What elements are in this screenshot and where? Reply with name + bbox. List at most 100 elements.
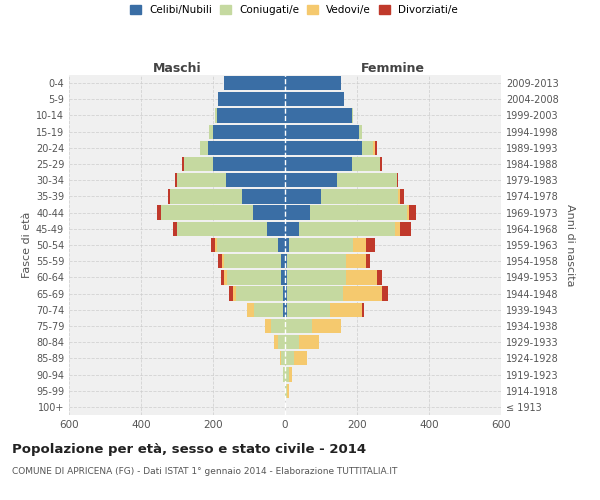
Bar — [409, 206, 416, 220]
Bar — [287, 286, 343, 300]
Bar — [278, 238, 285, 252]
Bar — [177, 173, 226, 188]
Bar — [289, 238, 353, 252]
Bar — [375, 140, 377, 155]
Bar — [359, 124, 362, 139]
Bar — [222, 254, 224, 268]
Bar — [337, 173, 397, 188]
Bar — [285, 76, 341, 90]
Bar — [312, 319, 341, 333]
Text: Maschi: Maschi — [152, 62, 202, 75]
Bar — [224, 254, 281, 268]
Bar — [283, 368, 285, 382]
Bar — [265, 319, 271, 333]
Bar — [366, 238, 375, 252]
Bar — [400, 222, 411, 236]
Bar — [285, 254, 287, 268]
Text: Popolazione per età, sesso e stato civile - 2014: Popolazione per età, sesso e stato civil… — [12, 442, 366, 456]
Bar — [285, 173, 337, 188]
Y-axis label: Fasce di età: Fasce di età — [22, 212, 32, 278]
Bar — [208, 140, 285, 155]
Bar — [285, 92, 344, 106]
Bar — [200, 140, 208, 155]
Bar — [289, 368, 292, 382]
Bar — [366, 254, 370, 268]
Bar — [352, 108, 353, 122]
Bar — [285, 108, 352, 122]
Bar — [362, 302, 364, 317]
Bar — [213, 124, 285, 139]
Bar — [285, 319, 312, 333]
Legend: Celibi/Nubili, Coniugati/e, Vedovi/e, Divorziati/e: Celibi/Nubili, Coniugati/e, Vedovi/e, Di… — [130, 5, 458, 15]
Bar — [407, 206, 409, 220]
Bar — [281, 254, 285, 268]
Bar — [274, 335, 278, 349]
Bar — [211, 238, 215, 252]
Bar — [352, 157, 380, 171]
Bar — [330, 302, 362, 317]
Bar — [285, 190, 321, 203]
Bar — [209, 124, 213, 139]
Bar — [285, 335, 299, 349]
Bar — [218, 92, 285, 106]
Bar — [157, 206, 161, 220]
Bar — [397, 173, 398, 188]
Bar — [253, 206, 285, 220]
Bar — [294, 351, 307, 366]
Bar — [213, 157, 285, 171]
Bar — [227, 270, 281, 284]
Bar — [224, 76, 285, 90]
Bar — [242, 190, 285, 203]
Bar — [278, 335, 285, 349]
Bar — [221, 270, 224, 284]
Bar — [233, 286, 236, 300]
Bar — [343, 286, 382, 300]
Bar — [285, 286, 287, 300]
Bar — [229, 286, 233, 300]
Bar — [287, 254, 346, 268]
Bar — [287, 270, 346, 284]
Bar — [287, 302, 330, 317]
Bar — [280, 351, 281, 366]
Bar — [224, 270, 227, 284]
Bar — [373, 140, 375, 155]
Bar — [271, 319, 285, 333]
Bar — [285, 140, 362, 155]
Bar — [285, 222, 299, 236]
Bar — [362, 140, 373, 155]
Bar — [395, 222, 400, 236]
Bar — [177, 222, 267, 236]
Bar — [217, 108, 285, 122]
Bar — [285, 368, 289, 382]
Bar — [215, 108, 217, 122]
Text: Femmine: Femmine — [361, 62, 425, 75]
Bar — [182, 157, 184, 171]
Bar — [285, 302, 287, 317]
Bar — [285, 206, 310, 220]
Bar — [346, 270, 377, 284]
Bar — [346, 254, 366, 268]
Bar — [299, 222, 395, 236]
Bar — [285, 124, 359, 139]
Bar — [236, 286, 283, 300]
Bar — [217, 238, 278, 252]
Bar — [353, 238, 366, 252]
Bar — [267, 222, 285, 236]
Bar — [168, 190, 170, 203]
Bar — [398, 190, 400, 203]
Bar — [285, 270, 287, 284]
Bar — [285, 351, 294, 366]
Text: COMUNE DI APRICENA (FG) - Dati ISTAT 1° gennaio 2014 - Elaborazione TUTTITALIA.I: COMUNE DI APRICENA (FG) - Dati ISTAT 1° … — [12, 468, 397, 476]
Bar — [321, 190, 398, 203]
Bar — [173, 222, 177, 236]
Bar — [218, 254, 222, 268]
Bar — [285, 157, 352, 171]
Bar — [247, 302, 254, 317]
Bar — [287, 384, 289, 398]
Bar — [382, 286, 388, 300]
Bar — [283, 286, 285, 300]
Bar — [254, 302, 283, 317]
Bar — [175, 173, 177, 188]
Bar — [380, 157, 382, 171]
Bar — [170, 190, 242, 203]
